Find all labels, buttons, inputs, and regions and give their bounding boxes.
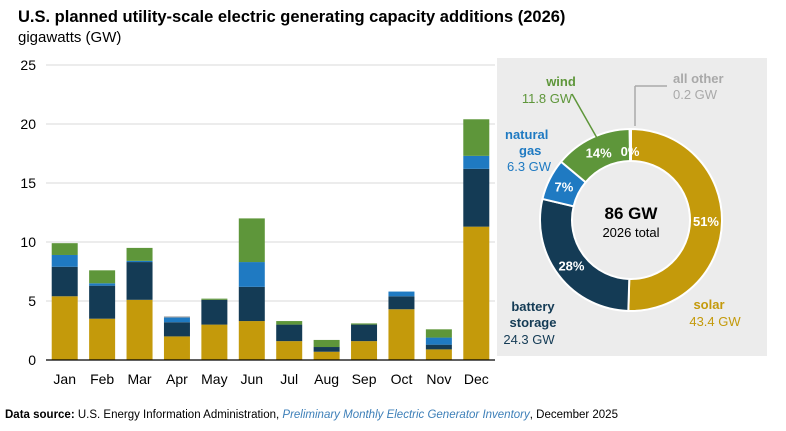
bar-segment-natural-gas [238, 262, 265, 287]
bar-segment-battery-storage [201, 299, 228, 325]
solar-value: 43.4 GW [689, 314, 741, 329]
y-tick-label: 5 [28, 293, 36, 309]
bar-segment-solar [388, 309, 415, 360]
x-tick-label: Oct [391, 371, 413, 387]
total-donut-chart: 51% 28% 7% 14% 0% 86 GW 2026 total wind 11.8 GW a… [503, 71, 741, 347]
bar-segment-natural-gas [126, 260, 153, 263]
bar-segment-solar [201, 324, 228, 360]
x-tick-label: Sep [352, 371, 377, 387]
bar-segment-wind [276, 321, 303, 325]
data-source-note: Data source: U.S. Energy Information Adm… [5, 409, 618, 421]
source-publication: Preliminary Monthly Electric Generator I… [282, 409, 530, 421]
bar-segment-wind [126, 247, 153, 261]
bar-segment-solar [89, 318, 116, 360]
bar-segment-battery-storage [238, 286, 265, 322]
x-tick-label: Mar [127, 371, 151, 387]
chart-title: U.S. planned utility-scale electric gene… [18, 8, 566, 26]
battery-storage-label: storage [510, 315, 557, 330]
battery-storage-value: 24.3 GW [503, 332, 555, 347]
x-tick-label: Feb [90, 371, 114, 387]
monthly-bar-chart: 0 5 10 15 20 25 Jan Feb Mar Apr May Jun Jul Aug Sep Oct… [20, 57, 495, 387]
donut-slice-solar [627, 127, 723, 312]
bar-segment-battery-storage [463, 168, 490, 227]
bar-segment-battery-storage [276, 324, 303, 342]
bar-segment-solar [351, 341, 378, 360]
percent-label-all-other: 0% [621, 144, 640, 159]
bar-segment-solar [313, 351, 340, 360]
bar-segment-natural-gas [163, 317, 190, 323]
x-tick-label: Aug [314, 371, 339, 387]
bar-segment-natural-gas [89, 283, 116, 286]
natural-gas-label: natural [505, 127, 548, 142]
wind-value: 11.8 GW [522, 91, 573, 106]
source-date: , December 2025 [529, 409, 618, 421]
bar-segment-natural-gas [388, 291, 415, 297]
bar-segment-solar [51, 296, 78, 360]
bar-segment-solar [126, 299, 153, 360]
bar-segment-natural-gas [425, 337, 452, 345]
donut-center-label: 2026 total [602, 225, 659, 240]
percent-label-solar: 51% [693, 214, 719, 229]
source-label: Data source: [5, 409, 75, 421]
y-tick-label: 0 [28, 352, 36, 368]
solar-label: solar [693, 297, 724, 312]
bar-segment-battery-storage [351, 324, 378, 342]
bar-segment-battery-storage [51, 266, 78, 297]
wind-label: wind [545, 74, 576, 89]
y-tick-label: 10 [20, 234, 36, 250]
bar-segment-solar [463, 226, 490, 360]
bar-segment-wind [463, 119, 490, 156]
donut-center-total: 86 GW [605, 204, 659, 223]
all-other-label: all other [673, 71, 724, 86]
bar-segment-battery-storage [89, 285, 116, 319]
x-tick-label: Jan [53, 371, 76, 387]
natural-gas-value: 6.3 GW [507, 159, 552, 174]
bar-segment-wind [89, 270, 116, 284]
battery-storage-label: battery [511, 299, 555, 314]
bar-segment-wind [313, 339, 340, 348]
y-tick-label: 25 [20, 57, 36, 73]
percent-label-battery-storage: 28% [558, 259, 584, 274]
x-tick-label: Jun [241, 371, 264, 387]
y-tick-label: 15 [20, 175, 36, 191]
bar-segment-battery-storage [425, 344, 452, 350]
bar-segment-wind [201, 298, 228, 300]
bar-segment-natural-gas [51, 254, 78, 267]
bar-segment-natural-gas [463, 155, 490, 169]
all-other-value: 0.2 GW [673, 87, 718, 102]
source-agency: U.S. Energy Information Administration, [74, 409, 283, 421]
bar-segment-solar [276, 341, 303, 360]
bar-segment-wind [51, 243, 78, 255]
bar-segment-solar [425, 349, 452, 360]
x-tick-label: May [201, 371, 227, 387]
bar-segment-battery-storage [388, 296, 415, 310]
percent-label-natural-gas: 7% [555, 179, 574, 194]
bar-segment-battery-storage [163, 322, 190, 337]
wind-leader-line [571, 93, 598, 139]
bar-segment-wind [351, 323, 378, 325]
x-tick-label: Jul [280, 371, 298, 387]
bar-segment-all-other [163, 316, 190, 318]
bar-segment-solar [163, 336, 190, 360]
bar-segment-wind [238, 218, 265, 263]
natural-gas-label: gas [519, 143, 541, 158]
y-tick-label: 20 [20, 116, 36, 132]
x-tick-label: Nov [426, 371, 451, 387]
chart-subtitle: gigawatts (GW) [18, 29, 122, 46]
bar-segment-solar [238, 321, 265, 360]
bar-segment-wind [425, 329, 452, 338]
bar-segment-battery-storage [126, 262, 153, 300]
bar-segment-battery-storage [313, 347, 340, 352]
donut-slice-all-other [628, 127, 632, 163]
x-tick-label: Apr [166, 371, 188, 387]
donut-panel: 51% 28% 7% 14% 0% 86 GW 2026 total wind 11.8 GW a… [497, 58, 767, 356]
x-tick-label: Dec [464, 371, 489, 387]
percent-label-wind: 14% [586, 145, 612, 160]
